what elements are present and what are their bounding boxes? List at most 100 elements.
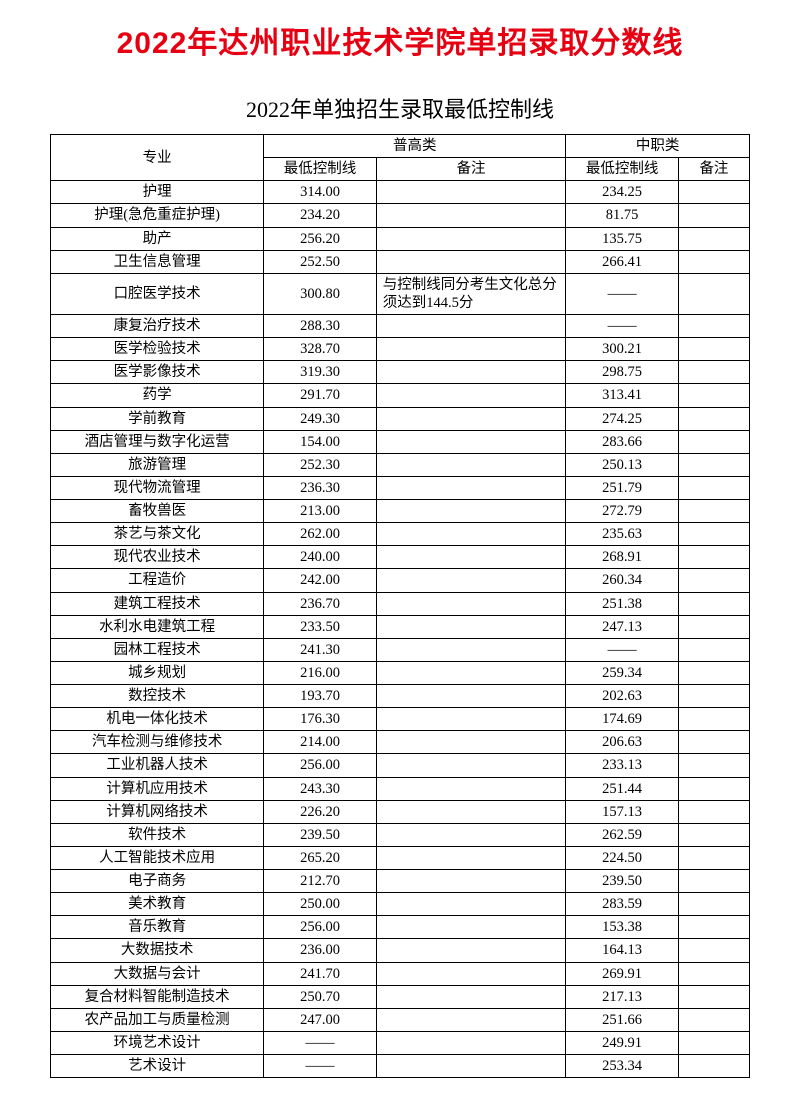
cell-major: 大数据与会计 xyxy=(51,962,264,985)
cell-note-general xyxy=(376,250,566,273)
cell-note-general xyxy=(376,985,566,1008)
cell-score-general: 241.70 xyxy=(264,962,377,985)
cell-major: 药学 xyxy=(51,384,264,407)
cell-note-vocational xyxy=(678,273,749,314)
cell-note-vocational xyxy=(678,823,749,846)
table-row: 环境艺术设计—— 249.91 xyxy=(51,1031,750,1054)
cell-score-vocational: 283.66 xyxy=(566,430,679,453)
cell-major: 农产品加工与质量检测 xyxy=(51,1008,264,1031)
cell-note-vocational xyxy=(678,708,749,731)
cell-note-general xyxy=(376,754,566,777)
table-row: 医学检验技术328.70300.21 xyxy=(51,338,750,361)
cell-score-general: 247.00 xyxy=(264,1008,377,1031)
table-row: 计算机网络技术226.20157.13 xyxy=(51,800,750,823)
cell-note-vocational xyxy=(678,315,749,338)
cell-major: 电子商务 xyxy=(51,870,264,893)
table-row: 医学影像技术319.30298.75 xyxy=(51,361,750,384)
cell-score-general: 319.30 xyxy=(264,361,377,384)
cell-note-general xyxy=(376,615,566,638)
cell-note-vocational xyxy=(678,777,749,800)
cell-score-general: 176.30 xyxy=(264,708,377,731)
cell-score-vocational: —— xyxy=(566,638,679,661)
cell-score-general: 234.20 xyxy=(264,204,377,227)
table-row: 复合材料智能制造技术250.70217.13 xyxy=(51,985,750,1008)
cell-major: 护理(急危重症护理) xyxy=(51,204,264,227)
cell-score-general: 243.30 xyxy=(264,777,377,800)
cell-note-general xyxy=(376,338,566,361)
cell-major: 现代农业技术 xyxy=(51,546,264,569)
cell-score-vocational: 272.79 xyxy=(566,500,679,523)
table-row: 大数据与会计241.70269.91 xyxy=(51,962,750,985)
table-row: 电子商务212.70239.50 xyxy=(51,870,750,893)
table-title: 2022年单独招生录取最低控制线 xyxy=(50,84,750,134)
cell-note-vocational xyxy=(678,523,749,546)
cell-major: 音乐教育 xyxy=(51,916,264,939)
cell-score-vocational: 233.13 xyxy=(566,754,679,777)
cell-score-vocational: 239.50 xyxy=(566,870,679,893)
cell-score-general: —— xyxy=(264,1055,377,1078)
cell-major: 水利水电建筑工程 xyxy=(51,615,264,638)
cell-note-general xyxy=(376,430,566,453)
cell-score-vocational: 249.91 xyxy=(566,1031,679,1054)
table-row: 现代农业技术240.00268.91 xyxy=(51,546,750,569)
cell-note-vocational xyxy=(678,476,749,499)
table-row: 美术教育250.00283.59 xyxy=(51,893,750,916)
cell-note-general xyxy=(376,823,566,846)
cell-note-vocational xyxy=(678,430,749,453)
table-row: 药学291.70 313.41 xyxy=(51,384,750,407)
table-row: 卫生信息管理252.50266.41 xyxy=(51,250,750,273)
table-row: 音乐教育256.00153.38 xyxy=(51,916,750,939)
cell-score-general: 291.70 xyxy=(264,384,377,407)
cell-major: 医学影像技术 xyxy=(51,361,264,384)
cell-score-general: 252.50 xyxy=(264,250,377,273)
table-row: 软件技术239.50262.59 xyxy=(51,823,750,846)
cell-score-vocational: 313.41 xyxy=(566,384,679,407)
table-body: 护理314.00234.25护理(急危重症护理)234.2081.75助产256… xyxy=(51,181,750,1078)
cell-score-vocational: —— xyxy=(566,315,679,338)
cell-score-vocational: 251.44 xyxy=(566,777,679,800)
cell-note-vocational xyxy=(678,546,749,569)
cell-major: 环境艺术设计 xyxy=(51,1031,264,1054)
cell-score-general: 214.00 xyxy=(264,731,377,754)
cell-note-vocational xyxy=(678,661,749,684)
cell-score-vocational: 247.13 xyxy=(566,615,679,638)
cell-major: 艺术设计 xyxy=(51,1055,264,1078)
cell-score-vocational: 259.34 xyxy=(566,661,679,684)
cell-note-vocational xyxy=(678,227,749,250)
cell-major: 康复治疗技术 xyxy=(51,315,264,338)
cell-score-general: 193.70 xyxy=(264,685,377,708)
table-row: 大数据技术236.00164.13 xyxy=(51,939,750,962)
table-row: 现代物流管理236.30251.79 xyxy=(51,476,750,499)
table-row: 酒店管理与数字化运营154.00283.66 xyxy=(51,430,750,453)
table-row: 学前教育249.30274.25 xyxy=(51,407,750,430)
table-row: 口腔医学技术300.80与控制线同分考生文化总分须达到144.5分—— xyxy=(51,273,750,314)
table-row: 工程造价242.00260.34 xyxy=(51,569,750,592)
table-row: 数控技术193.70202.63 xyxy=(51,685,750,708)
header-major: 专业 xyxy=(51,135,264,181)
cell-score-general: —— xyxy=(264,1031,377,1054)
cell-note-general xyxy=(376,1055,566,1078)
table-row: 康复治疗技术288.30—— xyxy=(51,315,750,338)
cell-major: 医学检验技术 xyxy=(51,338,264,361)
table-row: 建筑工程技术236.70251.38 xyxy=(51,592,750,615)
cell-note-vocational xyxy=(678,754,749,777)
cell-score-general: 265.20 xyxy=(264,846,377,869)
cell-note-general xyxy=(376,523,566,546)
cell-score-general: 252.30 xyxy=(264,453,377,476)
cell-score-general: 236.00 xyxy=(264,939,377,962)
cell-score-general: 154.00 xyxy=(264,430,377,453)
cell-score-general: 240.00 xyxy=(264,546,377,569)
cell-score-general: 256.20 xyxy=(264,227,377,250)
cell-note-vocational xyxy=(678,1055,749,1078)
cell-note-general xyxy=(376,592,566,615)
cell-note-vocational xyxy=(678,731,749,754)
cell-note-general xyxy=(376,315,566,338)
cell-score-general: 262.00 xyxy=(264,523,377,546)
table-row: 汽车检测与维修技术214.00206.63 xyxy=(51,731,750,754)
cell-score-vocational: 251.66 xyxy=(566,1008,679,1031)
cell-major: 汽车检测与维修技术 xyxy=(51,731,264,754)
cell-note-general: 与控制线同分考生文化总分须达到144.5分 xyxy=(376,273,566,314)
table-row: 农产品加工与质量检测247.00 251.66 xyxy=(51,1008,750,1031)
cell-major: 工业机器人技术 xyxy=(51,754,264,777)
cell-score-general: 300.80 xyxy=(264,273,377,314)
